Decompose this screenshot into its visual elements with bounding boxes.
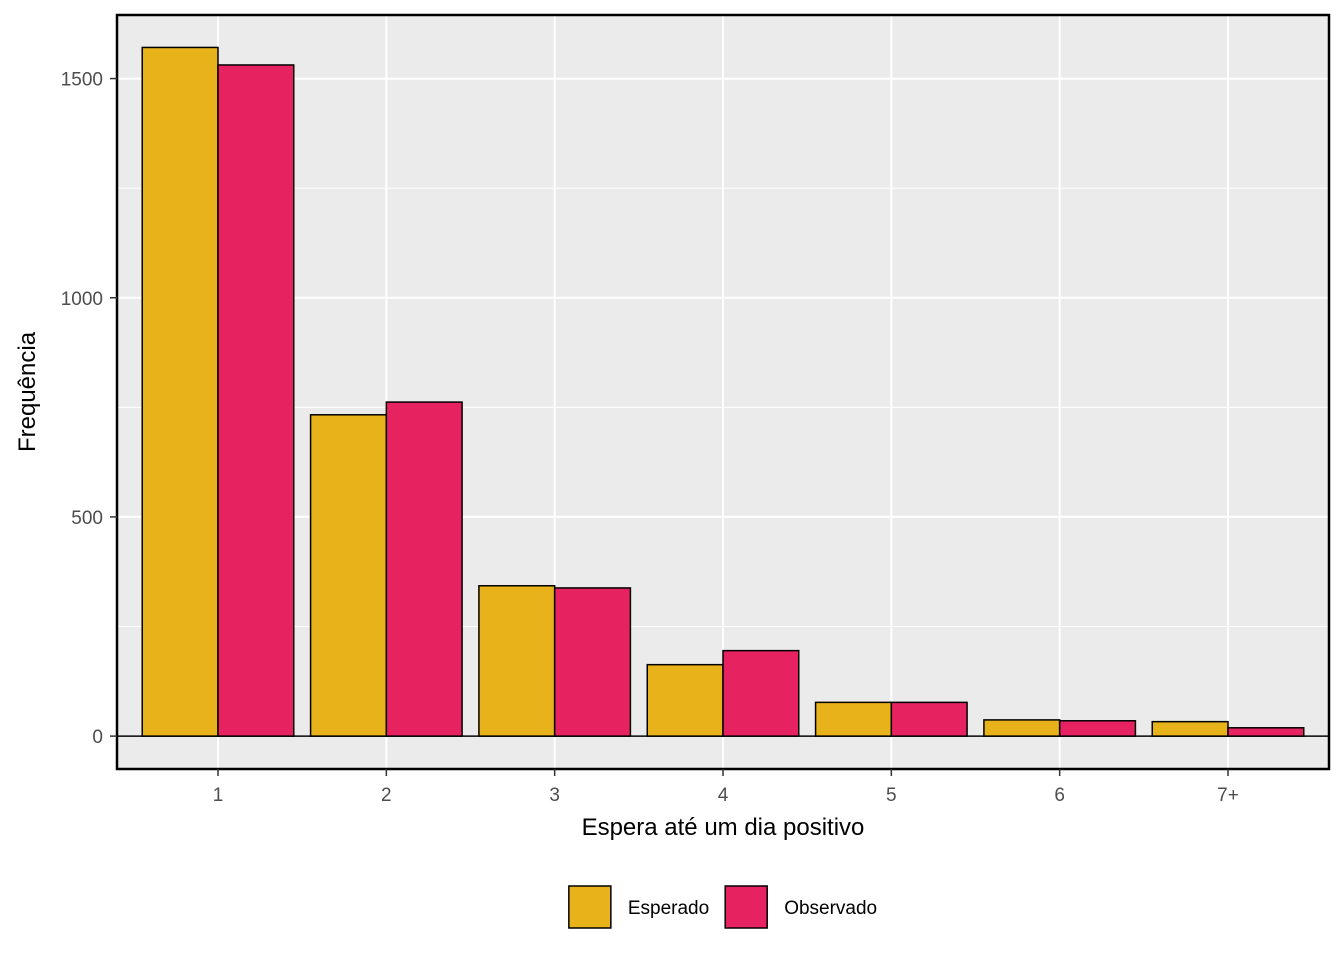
y-tick-label: 0: [92, 727, 103, 748]
bar: [385, 401, 463, 737]
legend: Esperado Observado: [568, 885, 877, 929]
bar: [1058, 720, 1137, 737]
y-axis-title: Frequência: [14, 331, 41, 452]
bar: [141, 46, 219, 737]
x-axis: 1 2 3 4 5 6 7+: [213, 769, 1239, 806]
y-tick-label: 500: [71, 508, 103, 529]
bar: [1227, 727, 1305, 737]
bar: [217, 64, 295, 737]
bar: [646, 663, 724, 737]
x-tick-label: 6: [1054, 785, 1065, 806]
x-tick-label: 5: [886, 785, 897, 806]
bars: [141, 46, 1305, 737]
bar: [890, 701, 968, 737]
bar: [1151, 720, 1229, 737]
bar: [814, 701, 893, 737]
legend-key: [568, 885, 612, 929]
bar: [983, 719, 1061, 737]
x-tick-label: 3: [549, 785, 560, 806]
x-tick-label: 7+: [1217, 785, 1239, 806]
bar: [309, 414, 388, 737]
x-tick-label: 2: [381, 785, 392, 806]
y-axis: 0 500 1000 1500: [61, 70, 117, 748]
y-tick-label: 1000: [61, 289, 103, 310]
bar: [722, 649, 800, 737]
bar: [553, 587, 632, 737]
legend-label: Observado: [784, 898, 877, 919]
legend-label: Esperado: [628, 898, 709, 919]
x-axis-title: Espera até um dia positivo: [582, 814, 865, 841]
x-tick-label: 4: [718, 785, 729, 806]
x-tick-label: 1: [213, 785, 224, 806]
legend-key: [724, 885, 768, 929]
y-tick-label: 1500: [61, 70, 103, 91]
bar: [478, 585, 556, 737]
